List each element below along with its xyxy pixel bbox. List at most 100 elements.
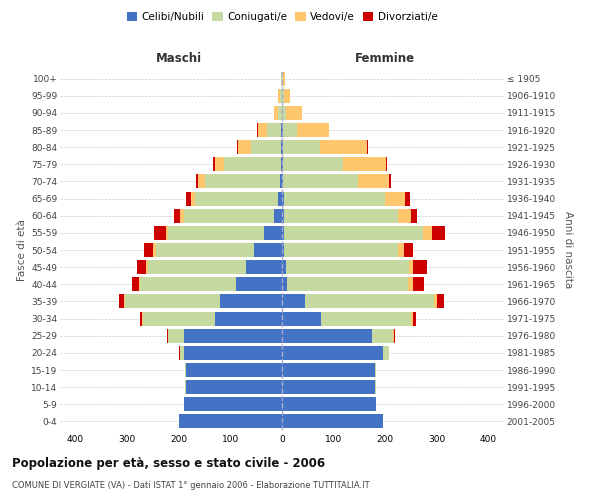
- Bar: [282, 88, 284, 102]
- Bar: [267, 123, 281, 137]
- Bar: [220, 294, 282, 308]
- Bar: [375, 363, 376, 377]
- Bar: [282, 243, 284, 257]
- Bar: [215, 158, 224, 172]
- Bar: [406, 192, 410, 205]
- Bar: [185, 363, 187, 377]
- Bar: [274, 106, 278, 120]
- Bar: [398, 243, 404, 257]
- Bar: [236, 278, 282, 291]
- Bar: [283, 140, 320, 154]
- Bar: [166, 226, 169, 240]
- Bar: [264, 226, 282, 240]
- Bar: [375, 380, 376, 394]
- Bar: [385, 192, 406, 205]
- Bar: [432, 226, 445, 240]
- Bar: [185, 380, 187, 394]
- Bar: [305, 294, 434, 308]
- Bar: [139, 278, 140, 291]
- Bar: [282, 328, 373, 342]
- Bar: [282, 278, 287, 291]
- Bar: [284, 208, 398, 222]
- Bar: [154, 226, 166, 240]
- Bar: [155, 243, 254, 257]
- Bar: [213, 158, 215, 172]
- Bar: [169, 226, 264, 240]
- Bar: [383, 346, 389, 360]
- Bar: [282, 312, 321, 326]
- Bar: [281, 158, 282, 172]
- Bar: [413, 260, 427, 274]
- Bar: [153, 243, 155, 257]
- Bar: [278, 192, 282, 205]
- Bar: [282, 208, 284, 222]
- Bar: [411, 312, 413, 326]
- Bar: [284, 192, 385, 205]
- Bar: [184, 328, 282, 342]
- Bar: [282, 380, 375, 394]
- Bar: [184, 208, 274, 222]
- Bar: [184, 398, 282, 411]
- Bar: [283, 123, 297, 137]
- Bar: [236, 140, 238, 154]
- Bar: [238, 140, 251, 154]
- Bar: [280, 88, 282, 102]
- Bar: [389, 174, 391, 188]
- Y-axis label: Anni di nascita: Anni di nascita: [563, 212, 572, 288]
- Bar: [424, 226, 432, 240]
- Bar: [282, 226, 284, 240]
- Bar: [404, 243, 413, 257]
- Bar: [140, 312, 142, 326]
- Bar: [124, 294, 125, 308]
- Bar: [287, 278, 409, 291]
- Bar: [169, 328, 184, 342]
- Y-axis label: Fasce di età: Fasce di età: [17, 219, 27, 281]
- Bar: [215, 312, 282, 326]
- Bar: [125, 294, 220, 308]
- Bar: [180, 208, 184, 222]
- Bar: [283, 174, 358, 188]
- Text: COMUNE DI VERGIATE (VA) - Dati ISTAT 1° gennaio 2006 - Elaborazione TUTTITALIA.I: COMUNE DI VERGIATE (VA) - Dati ISTAT 1° …: [12, 481, 370, 490]
- Bar: [167, 328, 168, 342]
- Bar: [179, 414, 282, 428]
- Legend: Celibi/Nubili, Coniugati/e, Vedovi/e, Divorziati/e: Celibi/Nubili, Coniugati/e, Vedovi/e, Di…: [122, 8, 442, 26]
- Bar: [187, 380, 282, 394]
- Bar: [283, 158, 343, 172]
- Bar: [320, 140, 367, 154]
- Bar: [195, 192, 278, 205]
- Bar: [413, 278, 424, 291]
- Bar: [284, 226, 424, 240]
- Bar: [137, 260, 146, 274]
- Bar: [224, 158, 281, 172]
- Bar: [180, 346, 184, 360]
- Text: Femmine: Femmine: [355, 52, 415, 65]
- Bar: [434, 294, 437, 308]
- Bar: [282, 346, 383, 360]
- Bar: [140, 278, 236, 291]
- Bar: [437, 294, 443, 308]
- Bar: [146, 260, 148, 274]
- Bar: [254, 243, 282, 257]
- Text: Popolazione per età, sesso e stato civile - 2006: Popolazione per età, sesso e stato civil…: [12, 458, 325, 470]
- Bar: [282, 192, 284, 205]
- Text: Maschi: Maschi: [155, 52, 202, 65]
- Bar: [282, 398, 376, 411]
- Bar: [282, 363, 375, 377]
- Bar: [282, 174, 283, 188]
- Bar: [282, 106, 286, 120]
- Bar: [386, 158, 387, 172]
- Bar: [187, 192, 191, 205]
- Bar: [280, 174, 282, 188]
- Bar: [284, 243, 398, 257]
- Bar: [274, 208, 282, 222]
- Bar: [198, 174, 205, 188]
- Bar: [143, 312, 215, 326]
- Bar: [409, 278, 413, 291]
- Bar: [297, 123, 329, 137]
- Bar: [282, 260, 286, 274]
- Bar: [282, 294, 305, 308]
- Bar: [258, 123, 267, 137]
- Bar: [282, 414, 383, 428]
- Bar: [278, 106, 282, 120]
- Bar: [410, 208, 417, 222]
